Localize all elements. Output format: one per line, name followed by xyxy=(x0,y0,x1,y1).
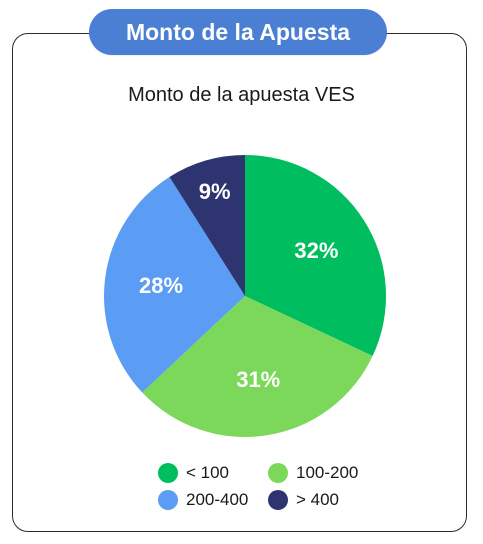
pie-slice-100-200 xyxy=(142,296,373,437)
pie-label-lt-100: 32% xyxy=(294,238,338,263)
pie-slice-gt-400 xyxy=(169,155,245,296)
header-pill: Monto de la Apuesta xyxy=(89,9,387,55)
pie-slice-lt-100 xyxy=(245,155,386,357)
pie-label-gt-400: 9% xyxy=(199,179,231,204)
pie-label-200-400: 28% xyxy=(139,273,183,298)
chart-title: Monto de la apuesta VES xyxy=(128,84,355,106)
pie-label-100-200: 31% xyxy=(236,367,280,392)
header-title: Monto de la Apuesta xyxy=(125,18,351,45)
pie-slice-200-400 xyxy=(103,176,245,393)
